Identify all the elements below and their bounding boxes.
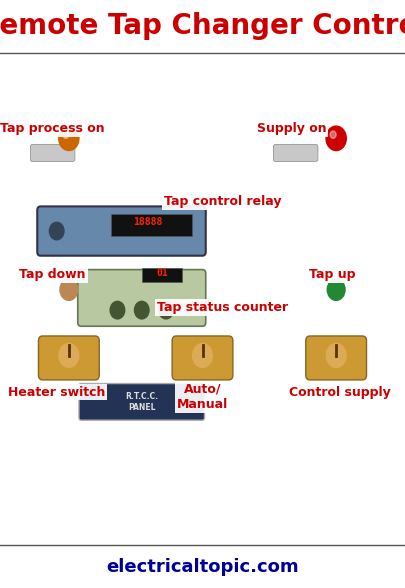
- Circle shape: [326, 343, 346, 368]
- Circle shape: [327, 279, 345, 300]
- FancyBboxPatch shape: [306, 336, 367, 380]
- Text: Remote Tap Changer Control: Remote Tap Changer Control: [0, 12, 405, 41]
- Circle shape: [59, 126, 79, 151]
- Circle shape: [193, 343, 213, 368]
- FancyBboxPatch shape: [38, 336, 99, 380]
- Text: Tap process on: Tap process on: [0, 122, 105, 135]
- Circle shape: [134, 301, 149, 319]
- Circle shape: [326, 126, 346, 151]
- Text: Heater switch: Heater switch: [8, 386, 105, 399]
- Text: Tap up: Tap up: [309, 269, 355, 282]
- FancyBboxPatch shape: [78, 270, 206, 326]
- Text: Tap control relay: Tap control relay: [164, 195, 281, 208]
- FancyBboxPatch shape: [273, 145, 318, 162]
- Text: Control supply: Control supply: [289, 386, 391, 399]
- Circle shape: [59, 343, 79, 368]
- Circle shape: [60, 279, 78, 300]
- Text: Tap down: Tap down: [19, 269, 86, 282]
- Text: Supply on: Supply on: [257, 122, 326, 135]
- Text: Auto/
Manual: Auto/ Manual: [177, 383, 228, 411]
- Text: Tap status counter: Tap status counter: [157, 301, 288, 314]
- FancyBboxPatch shape: [37, 206, 206, 256]
- Bar: [111, 213, 192, 236]
- Circle shape: [49, 222, 64, 240]
- Circle shape: [159, 301, 173, 319]
- FancyBboxPatch shape: [79, 383, 205, 420]
- FancyBboxPatch shape: [172, 336, 233, 380]
- Text: R.T.C.C.
PANEL: R.T.C.C. PANEL: [125, 392, 158, 412]
- FancyBboxPatch shape: [30, 145, 75, 162]
- Text: 18888: 18888: [133, 218, 162, 228]
- Text: electricaltopic.com: electricaltopic.com: [106, 558, 299, 576]
- Circle shape: [110, 301, 125, 319]
- Text: 01: 01: [156, 268, 168, 278]
- Bar: [142, 268, 182, 282]
- Circle shape: [330, 131, 336, 138]
- Circle shape: [63, 131, 69, 138]
